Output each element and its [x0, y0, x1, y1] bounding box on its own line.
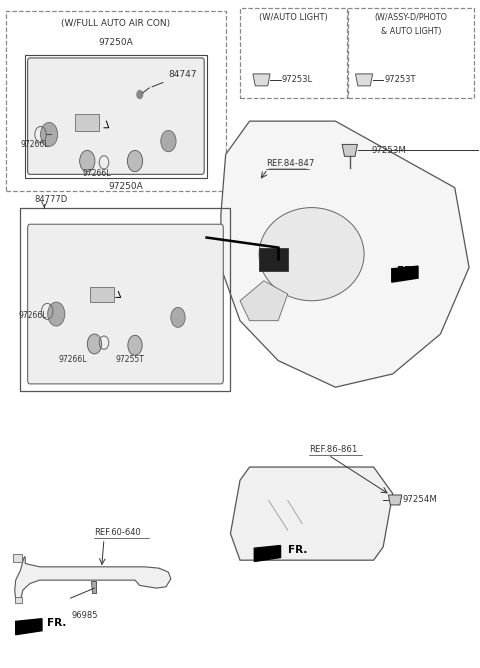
- Polygon shape: [230, 467, 393, 560]
- Polygon shape: [356, 74, 372, 86]
- Circle shape: [87, 334, 102, 354]
- Circle shape: [161, 130, 176, 152]
- Polygon shape: [16, 619, 42, 635]
- Polygon shape: [91, 581, 96, 593]
- Text: 97250A: 97250A: [108, 182, 143, 191]
- Bar: [259, 248, 288, 271]
- Text: (W/ASSY-D/PHOTO: (W/ASSY-D/PHOTO: [374, 13, 447, 22]
- Text: 84747: 84747: [152, 70, 197, 87]
- Text: 97266L: 97266L: [21, 140, 49, 150]
- Text: 97255T: 97255T: [116, 355, 145, 364]
- Text: 97253M: 97253M: [371, 146, 406, 155]
- Ellipse shape: [259, 208, 364, 301]
- Circle shape: [137, 91, 143, 98]
- Text: 97266L: 97266L: [59, 355, 87, 364]
- Polygon shape: [254, 546, 281, 562]
- Text: FR.: FR.: [288, 545, 307, 555]
- Bar: [13, 554, 22, 562]
- Text: 96985: 96985: [72, 611, 98, 621]
- Text: 97253L: 97253L: [281, 75, 312, 84]
- Polygon shape: [221, 121, 469, 387]
- Text: 97266L: 97266L: [18, 311, 47, 320]
- Text: FR.: FR.: [47, 619, 66, 629]
- Text: REF.84-847: REF.84-847: [266, 159, 314, 168]
- Polygon shape: [342, 144, 358, 156]
- Bar: [6, 11, 226, 191]
- Bar: [90, 287, 114, 302]
- Polygon shape: [253, 74, 270, 86]
- Text: 97266L: 97266L: [83, 169, 111, 178]
- Text: (W/FULL AUTO AIR CON): (W/FULL AUTO AIR CON): [61, 19, 170, 28]
- Text: REF.86-861: REF.86-861: [309, 445, 358, 454]
- Bar: [21, 208, 230, 391]
- Circle shape: [40, 122, 58, 146]
- Circle shape: [127, 150, 143, 172]
- Circle shape: [80, 150, 95, 172]
- Bar: [25, 55, 206, 178]
- Bar: [75, 114, 99, 131]
- Text: (W/AUTO LIGHT): (W/AUTO LIGHT): [259, 13, 328, 22]
- Polygon shape: [15, 557, 171, 600]
- Circle shape: [48, 302, 65, 326]
- Text: FR.: FR.: [397, 266, 417, 276]
- FancyBboxPatch shape: [28, 58, 204, 174]
- Bar: [15, 597, 23, 603]
- Text: 97253T: 97253T: [384, 75, 416, 84]
- Text: 84777D: 84777D: [35, 195, 68, 204]
- Circle shape: [171, 307, 185, 327]
- Circle shape: [128, 335, 142, 355]
- Bar: [240, 8, 348, 98]
- Bar: [348, 8, 474, 98]
- Text: 97254M: 97254M: [403, 495, 438, 504]
- Polygon shape: [392, 266, 418, 282]
- Polygon shape: [388, 495, 402, 505]
- Text: 97250A: 97250A: [98, 38, 133, 47]
- Text: REF.60-640: REF.60-640: [95, 528, 141, 537]
- Text: & AUTO LIGHT): & AUTO LIGHT): [381, 27, 441, 35]
- Polygon shape: [240, 281, 288, 321]
- FancyBboxPatch shape: [28, 224, 223, 384]
